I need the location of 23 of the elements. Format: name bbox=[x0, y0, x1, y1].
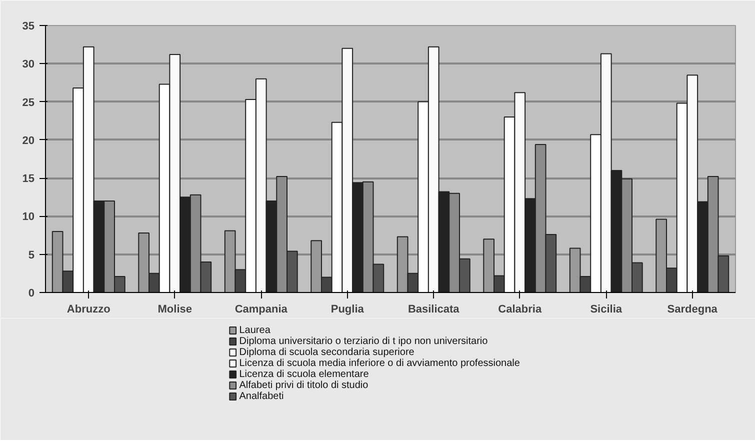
x-tick-label: Campania bbox=[234, 304, 288, 316]
x-tick-label: Puglia bbox=[330, 304, 365, 316]
y-tick-label: 15 bbox=[22, 173, 35, 186]
legend-label: Diploma di scuola secondaria superiore bbox=[239, 347, 415, 358]
y-tick-label: 25 bbox=[22, 96, 35, 109]
y-tick-label: 20 bbox=[22, 134, 35, 147]
x-tick-label: Sicilia bbox=[590, 304, 623, 316]
legend-label: Laurea bbox=[239, 325, 271, 336]
y-tick-label: 35 bbox=[22, 20, 35, 32]
legend-label: Analfabeti bbox=[239, 391, 284, 402]
y-tick-label: 0 bbox=[28, 288, 35, 300]
x-tick-label: Basilicata bbox=[408, 304, 460, 316]
x-tick-label: Molise bbox=[158, 304, 192, 316]
legend-label: Licenza di scuola media inferiore o di avviamento professionale bbox=[239, 358, 520, 369]
legend-label: Licenza di scuola elementare bbox=[239, 369, 370, 380]
legend-label: Alfabeti privi di titolo di studio bbox=[239, 380, 369, 391]
y-tick-label: 30 bbox=[22, 58, 35, 71]
y-tick-label: 5 bbox=[28, 249, 35, 262]
legend-label: Diploma universitario o terziario di t ipo non universitario bbox=[239, 336, 488, 347]
x-tick-label: Sardegna bbox=[667, 304, 718, 316]
y-tick-label: 10 bbox=[22, 211, 35, 224]
x-tick-label: Abruzzo bbox=[66, 304, 111, 316]
x-tick-label: Calabria bbox=[498, 304, 542, 316]
